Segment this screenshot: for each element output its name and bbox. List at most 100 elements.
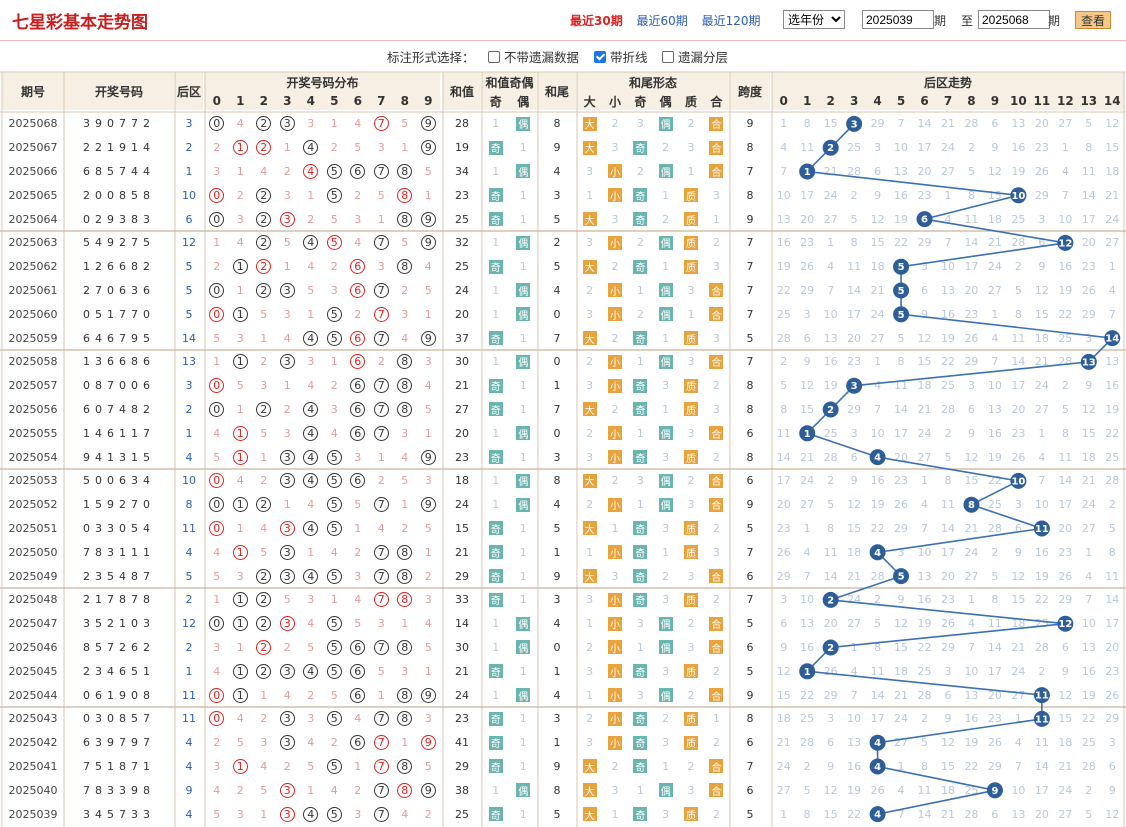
- view-button[interactable]: 查看: [1075, 11, 1111, 29]
- period-link-60[interactable]: 最近60期: [636, 14, 688, 28]
- checkbox-no-miss[interactable]: [488, 50, 500, 63]
- trend-cell: 9: [850, 474, 858, 488]
- row-issue: 2025060: [8, 307, 58, 321]
- dist-ball: 9: [420, 330, 436, 346]
- parity-odd: 奇: [482, 564, 510, 588]
- trend-cell: 15: [894, 640, 909, 654]
- form-tag: 合: [709, 164, 724, 179]
- trend-cell: 29: [1105, 712, 1120, 726]
- dist-cell: 3: [213, 759, 221, 773]
- option-no-miss[interactable]: 不带遗漏数据: [488, 47, 579, 66]
- dist-cell: 5: [323, 183, 347, 207]
- form-cell: 奇: [628, 326, 653, 350]
- form-cell: 奇: [628, 540, 653, 564]
- row-issue: 2025046: [8, 640, 58, 654]
- dist-cell: 3: [260, 379, 268, 393]
- option-line[interactable]: 带折线: [594, 47, 648, 66]
- back-trend-point: 9: [986, 782, 1003, 799]
- dist-cell: 4: [299, 469, 323, 493]
- row-back: 3: [185, 117, 193, 131]
- option-layer[interactable]: 遗漏分层: [662, 47, 728, 66]
- trend-cell: 27: [1058, 807, 1073, 821]
- svg-text:3: 3: [851, 381, 858, 392]
- dist-cell: 2: [354, 188, 362, 202]
- dist-ball: 7: [373, 782, 389, 798]
- form-cell: 3: [712, 260, 720, 274]
- dist-cell: 2: [330, 260, 338, 274]
- trend-cell: 23: [964, 307, 979, 321]
- dist-ball: 3: [279, 782, 295, 798]
- dist-cell: 8: [393, 183, 417, 207]
- trend-cell: 14: [1034, 759, 1049, 773]
- trend-cell: 15: [1058, 712, 1073, 726]
- svg-text:6: 6: [921, 215, 928, 226]
- dist-cell: 2: [424, 807, 432, 821]
- trend-cell: 26: [894, 498, 909, 512]
- trend-cell: 1: [1038, 426, 1046, 440]
- dist-cell: 7: [370, 707, 394, 731]
- form-tag: 质: [683, 402, 698, 417]
- form-cell: 大: [577, 398, 602, 422]
- trend-cell: 20: [1034, 807, 1049, 821]
- back-trend-point: 5: [893, 306, 910, 323]
- dist-ball: 6: [350, 354, 366, 370]
- dist-ball: 0: [209, 520, 225, 536]
- form-tag: 大: [582, 759, 597, 774]
- trend-cell: 25: [776, 307, 791, 321]
- dist-ball: 4: [303, 663, 319, 679]
- dist-cell: 1: [229, 302, 253, 326]
- trend-cell: 9: [1061, 664, 1069, 678]
- form-cell: 1: [586, 545, 594, 559]
- dist-ball: 8: [397, 592, 413, 608]
- row-tail: 0: [553, 426, 561, 440]
- row-span: 7: [746, 593, 754, 607]
- dist-cell: 3: [307, 593, 315, 607]
- trend-cell: 8: [803, 807, 811, 821]
- trend-cell: 12: [1105, 117, 1120, 131]
- period-link-120[interactable]: 最近120期: [701, 14, 761, 28]
- trend-cell: 25: [1011, 212, 1026, 226]
- trend-cell: 16: [1058, 260, 1073, 274]
- dist-cell: 1: [283, 141, 291, 155]
- back-trend-point: 2: [822, 639, 839, 656]
- form-cell: 小: [602, 659, 627, 683]
- parity-tag: 奇: [488, 140, 503, 155]
- trend-cell: 25: [823, 426, 838, 440]
- checkbox-layer[interactable]: [662, 50, 674, 63]
- checkbox-line[interactable]: [594, 50, 606, 63]
- dist-cell: 1: [260, 331, 268, 345]
- trend-cell: 18: [1105, 164, 1120, 178]
- trend-cell: 13: [823, 331, 838, 345]
- trend-cell: 21: [776, 736, 791, 750]
- trend-cell: 29: [1081, 307, 1096, 321]
- dist-ball: 3: [279, 735, 295, 751]
- row-issue: 2025064: [8, 212, 58, 226]
- dist-cell: 2: [236, 783, 244, 797]
- to-issue-input[interactable]: [978, 10, 1050, 29]
- trend-cell: 3: [921, 260, 929, 274]
- parity-even: 1: [519, 379, 527, 393]
- trend-cell: 14: [1105, 593, 1120, 607]
- parity-even: 1: [519, 331, 527, 345]
- dist-ball: 5: [326, 330, 342, 346]
- trend-cell: 9: [897, 593, 905, 607]
- row-back: 1: [185, 426, 193, 440]
- period-link-30[interactable]: 最近30期: [570, 14, 623, 28]
- year-select[interactable]: 选年份: [783, 10, 845, 29]
- dist-cell: 5: [323, 517, 347, 541]
- back-trend-point: 6: [916, 211, 933, 228]
- trend-cell: 25: [1081, 736, 1096, 750]
- from-issue-input[interactable]: [862, 10, 934, 29]
- row-back: 11: [182, 521, 196, 535]
- row-span: 6: [746, 426, 754, 440]
- dist-ball: 3: [279, 663, 295, 679]
- trend-cell: 6: [991, 807, 999, 821]
- form-cell: 偶: [653, 683, 678, 707]
- form-tag: 质: [683, 212, 698, 227]
- page-title: 七星彩基本走势图: [12, 13, 148, 33]
- dist-cell: 4: [330, 783, 338, 797]
- form-cell: 质: [678, 326, 703, 350]
- trend-cell: 19: [1058, 283, 1073, 297]
- trend-cell: 8: [780, 402, 788, 416]
- dist-cell: 2: [252, 493, 276, 517]
